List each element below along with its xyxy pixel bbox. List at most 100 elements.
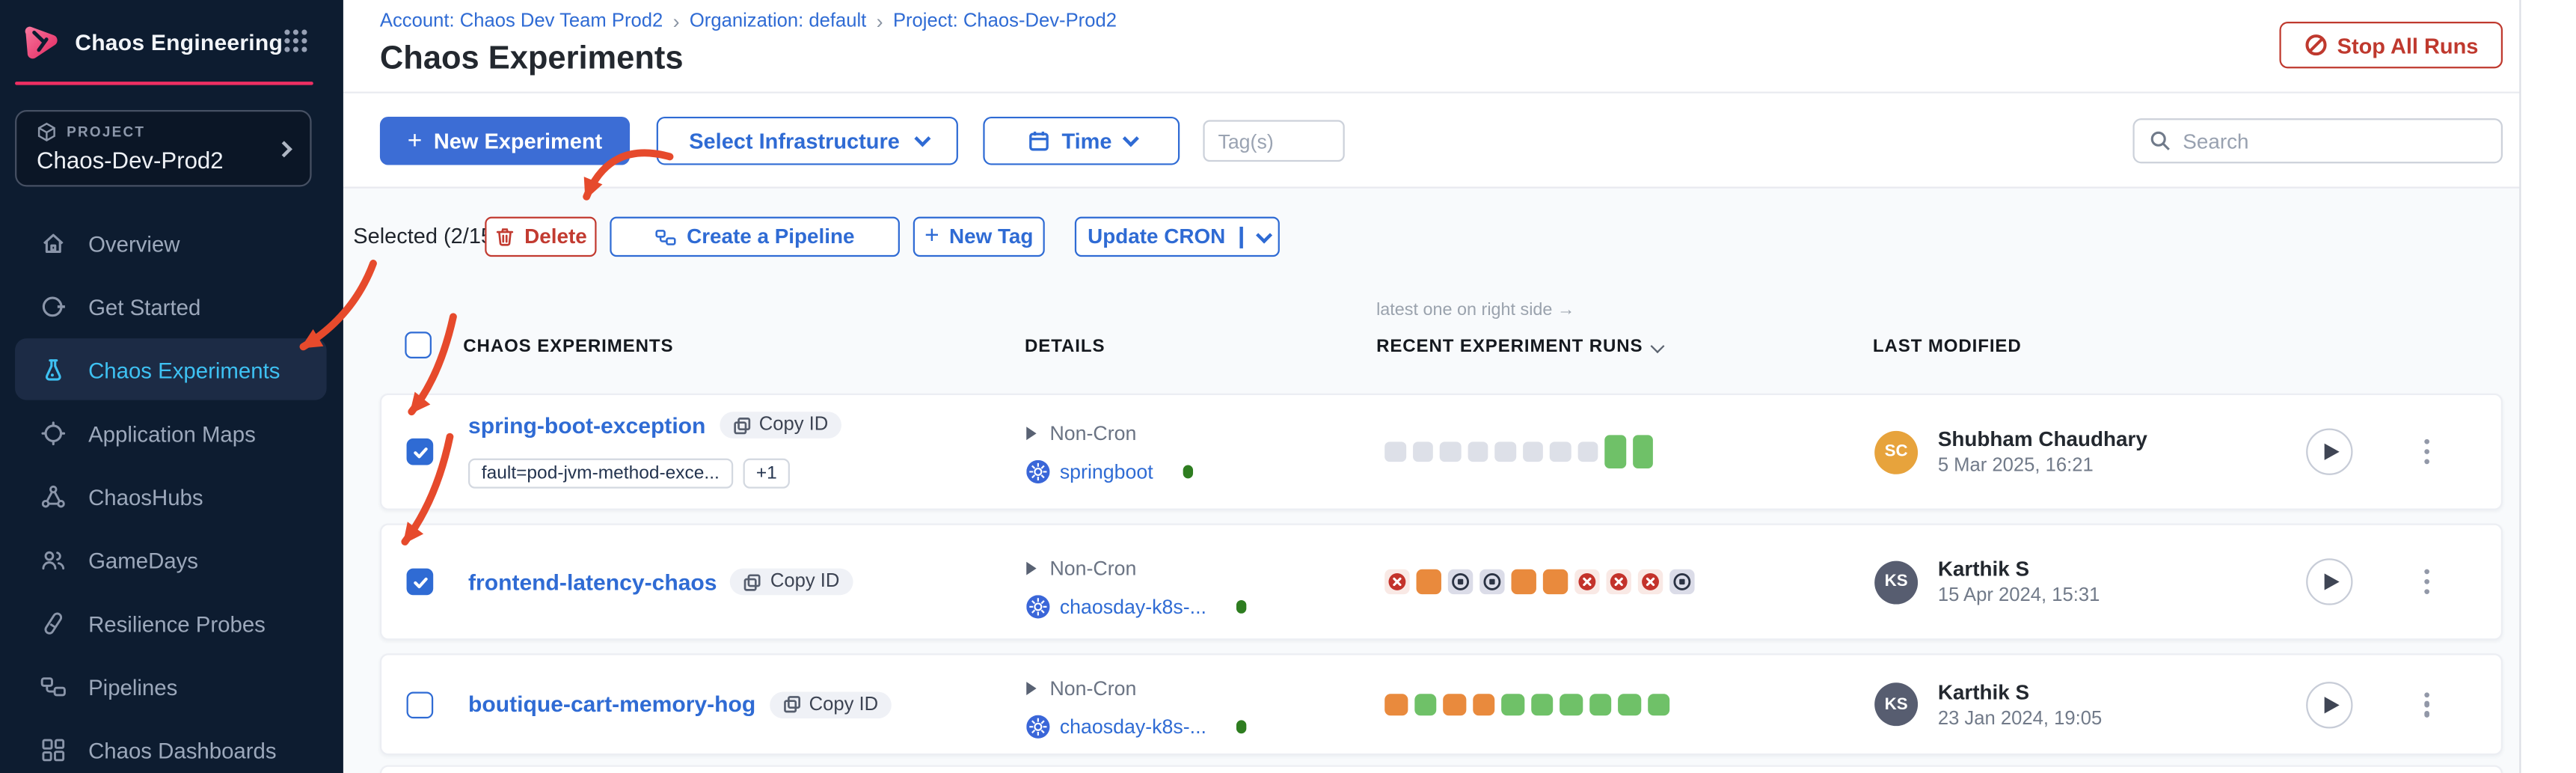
run-experiment-button[interactable] bbox=[2306, 681, 2353, 728]
sidebar-item-overview[interactable]: Overview bbox=[0, 212, 343, 275]
scrollbar-gutter[interactable] bbox=[2519, 0, 2576, 773]
schedule-type[interactable]: Non-Cron bbox=[1026, 422, 1136, 445]
sidebar-item-application-maps[interactable]: Application Maps bbox=[0, 402, 343, 465]
run-tile-passed[interactable] bbox=[1530, 693, 1554, 716]
chevron-down-icon bbox=[1123, 130, 1139, 147]
run-tile-na[interactable] bbox=[1384, 441, 1406, 462]
row-menu-button[interactable] bbox=[2417, 685, 2436, 724]
row-menu-button[interactable] bbox=[2417, 563, 2436, 602]
run-tile-passed[interactable] bbox=[1414, 693, 1437, 716]
kubernetes-icon bbox=[1026, 459, 1050, 484]
infrastructure-link[interactable]: chaosday-k8s-... bbox=[1059, 715, 1206, 739]
module-grid-icon[interactable] bbox=[283, 28, 308, 53]
column-header-recent-runs[interactable]: RECENT EXPERIMENT RUNS bbox=[1376, 337, 1664, 357]
tags-filter-input[interactable] bbox=[1203, 120, 1345, 162]
breadcrumb-separator: › bbox=[672, 10, 680, 34]
run-tile-passed[interactable] bbox=[1632, 435, 1653, 468]
sidebar-item-chaos-dashboards[interactable]: Chaos Dashboards bbox=[0, 718, 343, 773]
run-tile-stopped[interactable] bbox=[1447, 569, 1473, 595]
new-experiment-button[interactable]: + New Experiment bbox=[379, 116, 631, 165]
row-checkbox[interactable] bbox=[406, 438, 434, 465]
experiment-row-partial bbox=[379, 765, 2503, 773]
breadcrumb-organization-link[interactable]: Organization: default bbox=[689, 11, 867, 32]
modified-by-name: Karthik S bbox=[1937, 679, 2030, 704]
run-tile-na[interactable] bbox=[1577, 441, 1598, 462]
run-experiment-button[interactable] bbox=[2306, 558, 2353, 605]
run-tile-running[interactable] bbox=[1472, 693, 1495, 716]
infrastructure-link[interactable]: chaosday-k8s-... bbox=[1059, 595, 1206, 619]
breadcrumb-account-link[interactable]: Account: Chaos Dev Team Prod2 bbox=[379, 11, 663, 32]
run-tile-na[interactable] bbox=[1411, 441, 1433, 462]
run-tile-na[interactable] bbox=[1549, 441, 1571, 462]
run-tile-passed[interactable] bbox=[1618, 693, 1641, 716]
create-pipeline-button[interactable]: Create a Pipeline bbox=[610, 216, 900, 257]
experiment-name-link[interactable]: frontend-latency-chaos bbox=[467, 569, 717, 595]
run-tile-failed[interactable] bbox=[1384, 569, 1410, 595]
sidebar-item-get-started[interactable]: Get Started bbox=[0, 275, 343, 339]
network-icon bbox=[40, 483, 67, 510]
more-tags-chip[interactable]: +1 bbox=[743, 458, 791, 489]
run-tile-na[interactable] bbox=[1439, 441, 1461, 462]
run-tile-passed[interactable] bbox=[1560, 693, 1583, 716]
sidebar-item-resilience-probes[interactable]: Resilience Probes bbox=[0, 592, 343, 656]
run-tile-stopped[interactable] bbox=[1479, 569, 1505, 595]
last-modified-cell: SC Shubham Chaudhary 5 Mar 2025, 16:21 bbox=[1874, 427, 2147, 476]
sidebar-item-chaoshubs[interactable]: ChaosHubs bbox=[0, 465, 343, 529]
run-tile-failed[interactable] bbox=[1606, 569, 1631, 595]
breadcrumb-project-link[interactable]: Project: Chaos-Dev-Prod2 bbox=[892, 11, 1117, 32]
run-tile-running[interactable] bbox=[1416, 569, 1441, 595]
people-icon bbox=[40, 547, 67, 574]
run-tile-passed[interactable] bbox=[1647, 693, 1670, 716]
run-tile-passed[interactable] bbox=[1589, 693, 1612, 716]
run-tile-failed[interactable] bbox=[1574, 569, 1600, 595]
experiment-name-link[interactable]: boutique-cart-memory-hog bbox=[467, 691, 756, 717]
select-all-checkbox[interactable] bbox=[405, 331, 432, 358]
column-header-last-modified: LAST MODIFIED bbox=[1872, 336, 2022, 357]
crosshair-icon bbox=[40, 420, 67, 447]
run-tile-na[interactable] bbox=[1494, 441, 1516, 462]
row-menu-button[interactable] bbox=[2417, 433, 2436, 471]
copy-id-button[interactable]: Copy ID bbox=[719, 412, 842, 439]
recent-runs-bar bbox=[1384, 693, 1670, 716]
time-filter-dropdown[interactable]: Time bbox=[983, 116, 1180, 165]
row-checkbox[interactable] bbox=[406, 568, 434, 596]
row-checkbox[interactable] bbox=[406, 691, 434, 718]
experiment-name-link[interactable]: spring-boot-exception bbox=[467, 412, 706, 438]
schedule-type[interactable]: Non-Cron bbox=[1026, 557, 1136, 580]
stop-all-runs-button[interactable]: Stop All Runs bbox=[2279, 21, 2503, 69]
run-tile-running[interactable] bbox=[1542, 569, 1568, 595]
select-infrastructure-dropdown[interactable]: Select Infrastructure bbox=[656, 116, 958, 165]
schedule-type[interactable]: Non-Cron bbox=[1026, 676, 1136, 700]
run-tile-passed[interactable] bbox=[1604, 435, 1626, 468]
copy-id-button[interactable]: Copy ID bbox=[730, 568, 853, 596]
project-selector[interactable]: PROJECT Chaos-Dev-Prod2 bbox=[15, 110, 312, 187]
modified-date: 5 Mar 2025, 16:21 bbox=[1937, 456, 2094, 477]
sidebar-item-gamedays[interactable]: GameDays bbox=[0, 528, 343, 592]
delete-button[interactable]: Delete bbox=[485, 216, 597, 257]
fault-tag-chip[interactable]: fault=pod-jvm-method-exce... bbox=[467, 458, 733, 489]
run-tile-stopped[interactable] bbox=[1669, 569, 1695, 595]
run-tile-running[interactable] bbox=[1443, 693, 1466, 716]
sidebar-item-label: Chaos Experiments bbox=[88, 357, 280, 383]
play-icon bbox=[2324, 696, 2340, 713]
update-cron-label: Update CRON bbox=[1088, 224, 1226, 248]
update-cron-button[interactable]: Update CRON bbox=[1074, 216, 1280, 257]
run-tile-passed[interactable] bbox=[1501, 693, 1524, 716]
run-tile-running[interactable] bbox=[1511, 569, 1536, 595]
infrastructure-link[interactable]: springboot bbox=[1059, 459, 1153, 484]
run-tile-na[interactable] bbox=[1522, 441, 1543, 462]
run-experiment-button[interactable] bbox=[2306, 428, 2353, 475]
search-input[interactable] bbox=[2183, 129, 2486, 153]
new-tag-button[interactable]: + New Tag bbox=[913, 216, 1045, 257]
copy-id-button[interactable]: Copy ID bbox=[769, 691, 892, 718]
run-tile-failed[interactable] bbox=[1637, 569, 1663, 595]
expand-triangle-icon bbox=[1026, 561, 1037, 575]
run-tile-running[interactable] bbox=[1384, 693, 1408, 716]
column-header-details: DETAILS bbox=[1025, 336, 1105, 357]
sidebar-item-label: Get Started bbox=[88, 294, 201, 320]
modified-date: 15 Apr 2024, 15:31 bbox=[1937, 586, 2100, 606]
sidebar-item-pipelines[interactable]: Pipelines bbox=[0, 655, 343, 718]
select-infrastructure-label: Select Infrastructure bbox=[689, 128, 900, 153]
sidebar-item-chaos-experiments[interactable]: Chaos Experiments bbox=[0, 338, 343, 402]
run-tile-na[interactable] bbox=[1467, 441, 1488, 462]
